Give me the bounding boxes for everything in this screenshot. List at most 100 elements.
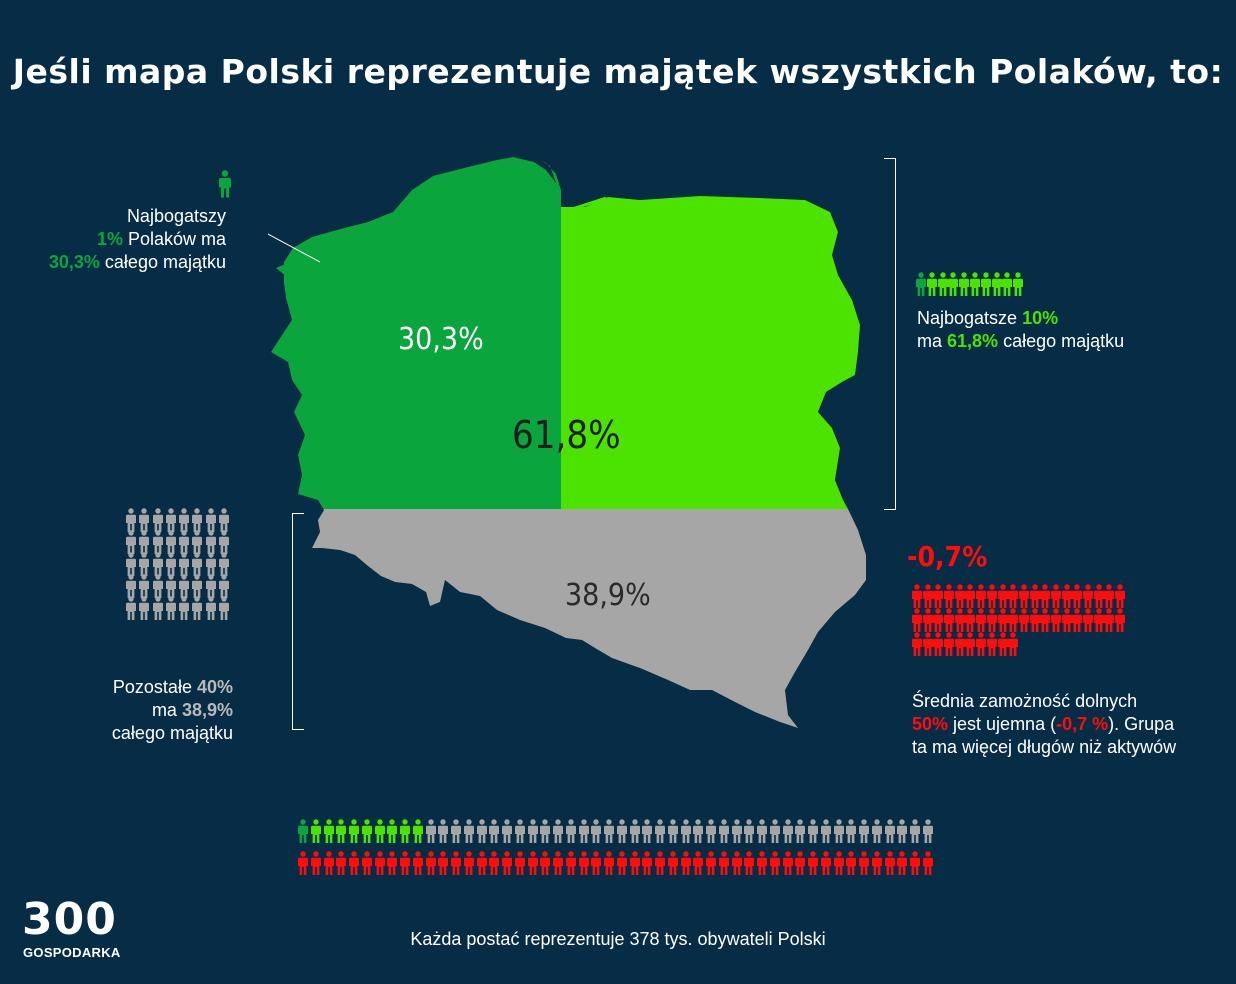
person-icon [165, 530, 179, 554]
person-icon [965, 584, 976, 608]
page-title: Jeśli mapa Polski reprezentuje majątek w… [12, 52, 1224, 91]
person-icon [667, 819, 681, 843]
top10-callout-share: 61,8% [947, 331, 999, 351]
person-icon [922, 632, 934, 656]
person-icon [912, 584, 923, 608]
bottom50-callout: Średnia zamożność dolnych 50% jest ujemn… [912, 690, 1176, 759]
person-icon [944, 584, 955, 608]
person-icon [629, 851, 643, 875]
person-icon [769, 851, 783, 875]
person-icon [205, 508, 219, 532]
person-icon [976, 632, 987, 656]
person-icon [152, 552, 166, 576]
person-icon [986, 584, 998, 608]
person-icon [897, 851, 910, 875]
person-icon [425, 851, 439, 875]
person-icon [310, 851, 324, 875]
top1-callout-line2: Polaków ma [122, 229, 226, 249]
top1-callout: Najbogatszy 1% Polaków ma 30,3% całego m… [20, 205, 226, 274]
person-icon [192, 508, 205, 532]
person-icon [744, 819, 757, 843]
person-icon [1104, 608, 1115, 632]
person-icon [997, 584, 1009, 608]
person-icon [205, 552, 219, 576]
person-icon [336, 819, 349, 843]
person-icon [959, 272, 970, 296]
rest-bracket [292, 513, 304, 730]
person-icon [438, 851, 451, 875]
top10-callout-pct: 10% [1022, 308, 1059, 328]
person-icon [871, 851, 885, 875]
person-icon [219, 596, 232, 620]
person-icon [126, 530, 139, 554]
person-icon [782, 819, 796, 843]
person-icon [152, 530, 166, 554]
person-icon [680, 851, 694, 875]
person-icon [387, 851, 400, 875]
person-icon [298, 851, 311, 875]
top10-callout-line2b: całego majątku [998, 331, 1125, 351]
person-icon [757, 819, 770, 843]
person-icon [165, 508, 179, 532]
person-icon [1050, 608, 1062, 632]
person-icon [578, 851, 592, 875]
person-icon [126, 508, 139, 532]
person-icon [846, 819, 859, 843]
person-icon [553, 819, 566, 843]
person-icon [965, 608, 976, 632]
person-icon [374, 851, 388, 875]
bottom50-callout-pct: 50% [912, 714, 949, 734]
person-icon [565, 819, 579, 843]
person-icon [1013, 272, 1024, 296]
person-icon [965, 632, 976, 656]
person-icon [349, 819, 362, 843]
person-icon [718, 851, 732, 875]
person-icon [591, 819, 604, 843]
bottom50-callout-line1: Średnia zamożność dolnych [912, 691, 1138, 711]
person-icon [361, 819, 375, 843]
person-icon [489, 819, 502, 843]
person-icon [310, 819, 324, 843]
person-icon [336, 851, 349, 875]
person-icon [744, 851, 757, 875]
person-icon [859, 851, 872, 875]
person-icon [139, 574, 152, 598]
person-icon [1061, 584, 1073, 608]
person-icon [192, 530, 205, 554]
person-icon [540, 851, 553, 875]
person-icon [205, 574, 219, 598]
person-icon [165, 596, 179, 620]
bottom50-callout-line3: ta ma więcej długów niż aktywów [912, 737, 1177, 757]
person-icon [1008, 608, 1019, 632]
person-icon [205, 596, 219, 620]
person-icon [205, 530, 219, 554]
person-icon [126, 552, 139, 576]
person-icon [859, 819, 872, 843]
rest-callout-share: 38,9% [181, 700, 233, 720]
person-icon [1093, 584, 1105, 608]
person-icon [179, 508, 192, 532]
person-icon [871, 819, 885, 843]
person-icon [527, 819, 541, 843]
person-icon [693, 819, 706, 843]
person-icon [991, 272, 1003, 296]
person-icon [933, 584, 944, 608]
person-icon [616, 851, 630, 875]
person-icon [1072, 584, 1083, 608]
person-icon [1083, 608, 1094, 632]
person-icon [1002, 272, 1013, 296]
person-icon [808, 819, 821, 843]
bottom50-value: -0,7% [907, 540, 988, 573]
person-icon [502, 819, 515, 843]
person-icon [298, 819, 311, 843]
person-icon [451, 819, 464, 843]
person-icon [489, 851, 502, 875]
person-icon [604, 851, 617, 875]
person-icon [833, 819, 847, 843]
person-icon [922, 819, 936, 843]
top1-callout-line3: całego majątku [99, 252, 226, 272]
person-icon [463, 819, 477, 843]
person-icon [782, 851, 796, 875]
person-icon [126, 574, 139, 598]
poland-map [268, 157, 866, 728]
